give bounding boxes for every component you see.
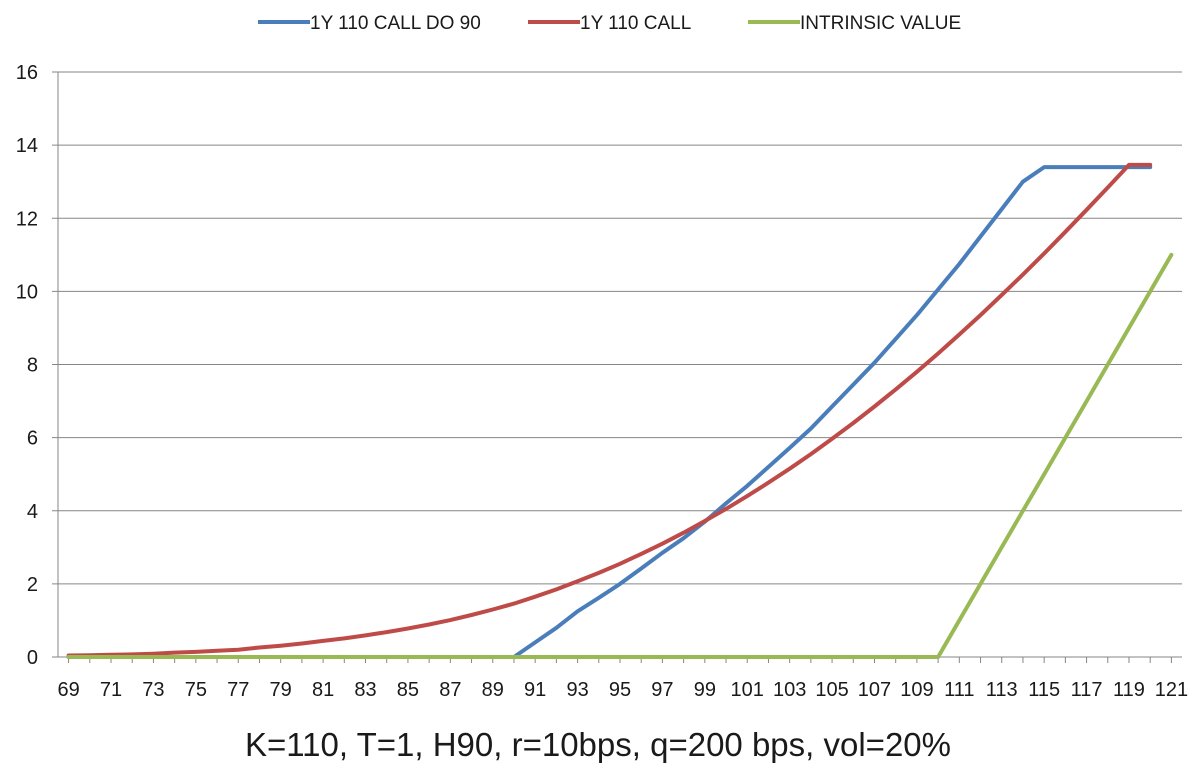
x-tick-label: 101 — [731, 679, 764, 701]
x-tick-label: 107 — [858, 679, 891, 701]
y-tick-label: 10 — [16, 281, 38, 303]
x-tick-label: 97 — [651, 679, 673, 701]
x-tick-label: 79 — [270, 679, 292, 701]
x-tick-label: 115 — [1028, 679, 1060, 701]
x-tick-label: 81 — [312, 679, 334, 701]
y-tick-label: 2 — [27, 574, 38, 596]
x-tick-label: 93 — [566, 679, 588, 701]
x-tick-label: 103 — [773, 679, 806, 701]
x-tick-label: 83 — [354, 679, 376, 701]
chart-subtitle: K=110, T=1, H90, r=10bps, q=200 bps, vol… — [245, 726, 951, 763]
x-tick-label: 87 — [439, 679, 461, 701]
x-tick-label: 71 — [100, 679, 122, 701]
series-lines — [66, 162, 1174, 659]
y-tick-label: 0 — [27, 647, 38, 669]
x-tick-labels: 69 71 73 75 77 79 81 83 85 87 89 91 93 95 97 99 101 103 10… — [57, 657, 1188, 701]
x-tick-label: 95 — [609, 679, 631, 701]
x-tick-label: 117 — [1071, 679, 1103, 701]
gridlines — [58, 71, 1182, 585]
x-tick-label: 113 — [986, 679, 1018, 701]
x-tick-label: 121 — [1155, 679, 1188, 701]
x-tick-label: 111 — [944, 679, 974, 701]
y-tick-label: 14 — [16, 135, 38, 157]
x-tick-label: 89 — [482, 679, 504, 701]
y-tick-label: 12 — [16, 208, 38, 230]
x-tick-label: 75 — [185, 679, 207, 701]
x-tick-label: 85 — [397, 679, 419, 701]
series-line-2 — [66, 162, 1153, 658]
y-tick-labels: 0 2 4 6 8 10 12 14 16 — [16, 62, 58, 669]
legend-label-1: 1Y 110 CALL DO 90 — [310, 13, 481, 34]
x-tick-label: 105 — [815, 679, 848, 701]
x-tick-label: 99 — [694, 679, 716, 701]
x-tick-label: 69 — [57, 679, 79, 701]
x-tick-label: 77 — [227, 679, 249, 701]
y-tick-label: 16 — [16, 62, 38, 84]
y-tick-label: 4 — [27, 501, 38, 523]
x-tick-label: 73 — [142, 679, 164, 701]
x-tick-label: 91 — [524, 679, 546, 701]
y-tick-label: 6 — [27, 428, 38, 450]
legend-label-2: 1Y 110 CALL — [580, 13, 691, 34]
x-tick-label: 109 — [900, 679, 933, 701]
series-line-3 — [66, 252, 1174, 659]
legend-label-3: INTRINSIC VALUE — [800, 13, 961, 34]
x-tick-label: 119 — [1113, 679, 1145, 701]
y-tick-label: 8 — [27, 355, 38, 377]
legend: 1Y 110 CALL DO 90 1Y 110 CALL INTRINSIC VA… — [258, 13, 961, 34]
